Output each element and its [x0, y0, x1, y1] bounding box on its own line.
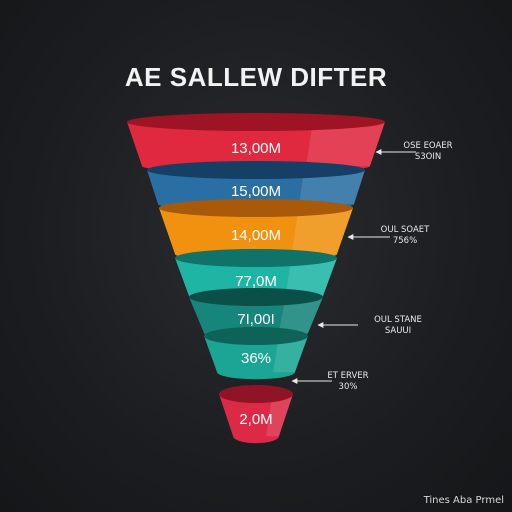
annotation-line1: ET ERVER	[327, 371, 368, 381]
funnel-segment-highlight	[285, 258, 337, 297]
funnel-segment-top	[127, 113, 385, 131]
watermark: Tines Aba Prmel	[423, 495, 504, 506]
funnel-segment-highlight	[278, 297, 323, 334]
funnel-segment-label: 36%	[241, 350, 271, 367]
funnel-segment-top	[204, 327, 308, 345]
funnel-segment-highlight	[306, 122, 385, 167]
annotation-line1: OUL STANE	[374, 315, 422, 325]
annotation-line1: OSE EOAER	[403, 141, 452, 151]
annotation-line1: OUL SOAET	[381, 225, 430, 235]
funnel-segment-label: 14,00M	[231, 227, 281, 244]
funnel-segment-body	[127, 122, 385, 174]
funnel-segment-highlight	[299, 170, 365, 205]
funnel-segment-body	[204, 336, 308, 380]
funnel-segment-label: 2,0M	[239, 411, 272, 428]
funnel-segment-highlight	[273, 336, 308, 373]
funnel-segment-top	[147, 161, 365, 179]
annotation-line2: SAUUI	[385, 326, 411, 336]
annotation-line2: 30%	[339, 382, 358, 392]
funnel-segment-highlight	[266, 394, 293, 437]
funnel-segment-top	[189, 288, 323, 306]
funnel-segment-label: 7I,00I	[237, 311, 275, 328]
annotation-line2: 756%	[393, 236, 417, 246]
funnel-segment-top	[219, 385, 293, 403]
funnel-segment-label: 15,00M	[231, 183, 281, 200]
funnel-segment-body	[219, 394, 293, 444]
funnel-segment-body	[159, 208, 353, 262]
funnel-segment-highlight	[291, 208, 353, 255]
funnel-segment-top	[175, 249, 337, 267]
funnel-segment-top	[159, 199, 353, 217]
chart-title: AE SALLEW DIFTER	[124, 62, 388, 92]
funnel-segment-3: 14,00M	[159, 199, 353, 262]
annotation-line2: S3OIN	[415, 152, 441, 162]
funnel-segment-6: 36%	[204, 327, 308, 380]
funnel-segment-7: 2,0M	[219, 385, 293, 444]
funnel-segment-label: 77,0M	[235, 273, 277, 290]
funnel-segment-1: 13,00M	[127, 113, 385, 174]
funnel-segment-label: 13,00M	[231, 140, 281, 157]
